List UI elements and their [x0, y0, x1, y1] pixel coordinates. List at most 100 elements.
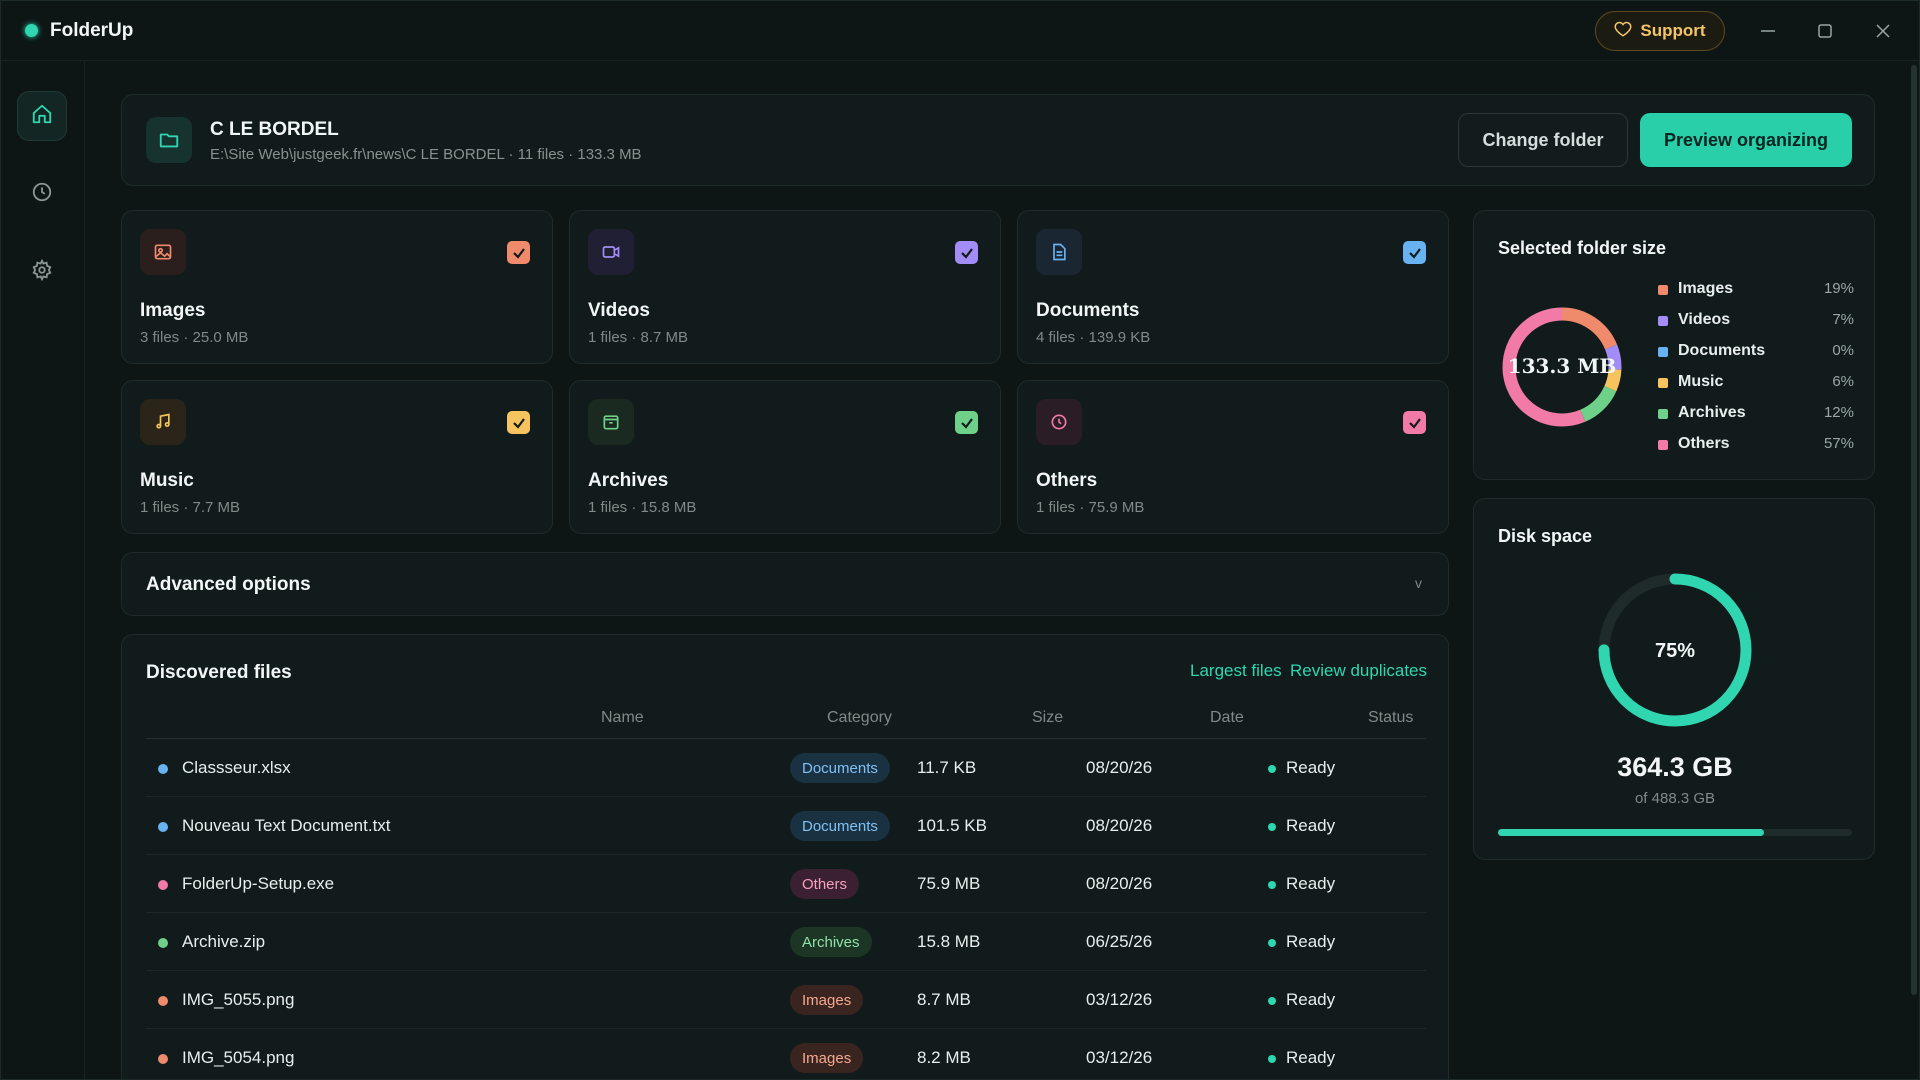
minimize-button[interactable]	[1753, 16, 1783, 46]
status-dot	[1268, 1055, 1276, 1063]
legend-item-documents: Documents 0%	[1658, 341, 1854, 363]
app-logo-dot	[25, 24, 38, 37]
sidebar-item-history[interactable]	[17, 169, 67, 219]
category-badge: Others	[790, 869, 860, 899]
file-name: Classseur.xlsx	[182, 758, 291, 777]
legend-name: Videos	[1678, 311, 1731, 328]
largest-files-link[interactable]: Largest files	[1190, 661, 1282, 680]
review-duplicates-link[interactable]: Review duplicates	[1290, 661, 1428, 680]
scrollbar[interactable]	[1911, 65, 1917, 995]
category-card-images[interactable]: Images 3 files · 25.0 MB	[121, 210, 553, 364]
legend-item-images: Images 19%	[1658, 279, 1854, 301]
archive-icon	[588, 399, 634, 445]
advanced-options-toggle[interactable]: Advanced options v	[121, 552, 1449, 616]
table-header-divider	[146, 738, 1426, 739]
column-header-date[interactable]: Date	[1210, 709, 1244, 726]
advanced-options-label: Advanced options	[146, 574, 311, 595]
disk-percent-label: 75%	[1655, 640, 1695, 662]
category-badge: Images	[790, 1043, 864, 1073]
chevron-down-icon: v	[1415, 575, 1422, 591]
table-row[interactable]: Classseur.xlsx Documents 11.7 KB 08/20/2…	[146, 739, 1426, 797]
category-title: Archives	[588, 470, 669, 491]
category-checkbox-documents[interactable]	[1403, 241, 1426, 264]
sidebar	[1, 61, 85, 1079]
category-card-documents[interactable]: Documents 4 files · 139.9 KB	[1017, 210, 1449, 364]
status-dot	[1268, 881, 1276, 889]
legend-item-music: Music 6%	[1658, 372, 1854, 394]
file-status: Ready	[1286, 1048, 1336, 1067]
folder-icon	[146, 117, 192, 163]
table-row[interactable]: FolderUp-Setup.exe Others 75.9 MB 08/20/…	[146, 855, 1426, 913]
disk-usage-gauge: 75%	[1598, 573, 1752, 727]
file-name: Archive.zip	[182, 932, 266, 951]
preview-organizing-button[interactable]: Preview organizing	[1640, 113, 1852, 167]
sidebar-item-settings[interactable]	[17, 247, 67, 297]
legend-name: Music	[1678, 373, 1724, 390]
category-card-music[interactable]: Music 1 files · 7.7 MB	[121, 380, 553, 534]
file-name: FolderUp-Setup.exe	[182, 874, 335, 893]
clock-icon	[31, 181, 53, 208]
table-row[interactable]: Archive.zip Archives 15.8 MB 06/25/26 Re…	[146, 913, 1426, 971]
table-row[interactable]: Nouveau Text Document.txt Documents 101.…	[146, 797, 1426, 855]
table-row[interactable]: IMG_5054.png Images 8.2 MB 03/12/26 Read…	[146, 1029, 1426, 1079]
file-name: Nouveau Text Document.txt	[182, 816, 391, 835]
category-meta: 1 files · 75.9 MB	[1036, 499, 1145, 516]
disk-total: of 488.3 GB	[1634, 790, 1716, 807]
change-folder-button[interactable]: Change folder	[1458, 113, 1628, 167]
category-card-archives[interactable]: Archives 1 files · 15.8 MB	[569, 380, 1001, 534]
file-type-dot	[158, 996, 168, 1006]
file-type-dot	[158, 822, 168, 832]
category-checkbox-archives[interactable]	[955, 411, 978, 434]
category-checkbox-others[interactable]	[1403, 411, 1426, 434]
legend-swatch	[1658, 409, 1668, 419]
category-checkbox-music[interactable]	[507, 411, 530, 434]
column-header-name[interactable]: Name	[601, 709, 644, 726]
column-header-status[interactable]: Status	[1368, 709, 1414, 726]
disk-usage-bar-fill	[1498, 829, 1764, 836]
category-meta: 1 files · 7.7 MB	[140, 499, 241, 516]
legend-percent: 6%	[1832, 373, 1854, 390]
category-title: Others	[1036, 470, 1098, 491]
discovered-files-title: Discovered files	[146, 662, 292, 683]
category-card-videos[interactable]: Videos 1 files · 8.7 MB	[569, 210, 1001, 364]
column-header-size[interactable]: Size	[1032, 709, 1064, 726]
category-card-others[interactable]: Others 1 files · 75.9 MB	[1017, 380, 1449, 534]
sidebar-item-home[interactable]	[17, 91, 67, 141]
status-dot	[1268, 823, 1276, 831]
folder-size-title: Selected folder size	[1498, 238, 1667, 258]
file-status: Ready	[1286, 874, 1336, 893]
gear-icon	[31, 258, 53, 286]
app-title: FolderUp	[50, 19, 134, 41]
file-status: Ready	[1286, 932, 1336, 951]
close-button[interactable]	[1868, 16, 1898, 46]
category-checkbox-videos[interactable]	[955, 241, 978, 264]
category-badge: Documents	[790, 811, 890, 841]
legend-name: Images	[1678, 280, 1734, 297]
file-status: Ready	[1286, 758, 1336, 777]
legend-name: Documents	[1678, 342, 1766, 359]
file-date: 08/20/26	[1086, 758, 1153, 777]
file-status: Ready	[1286, 990, 1336, 1009]
support-button[interactable]: Support	[1595, 11, 1725, 51]
disk-usage-bar	[1498, 829, 1852, 836]
legend-swatch	[1658, 440, 1668, 450]
file-name: IMG_5054.png	[182, 1048, 295, 1067]
category-badge: Images	[790, 985, 864, 1015]
file-type-dot	[158, 880, 168, 890]
category-checkbox-images[interactable]	[507, 241, 530, 264]
column-header-category[interactable]: Category	[827, 709, 892, 726]
donut-slice-others	[1502, 307, 1622, 427]
folder-size-donut: 133.3 MB	[1502, 307, 1622, 427]
legend-percent: 0%	[1832, 342, 1854, 359]
file-type-dot	[158, 764, 168, 774]
home-icon	[31, 103, 53, 130]
file-size: 8.7 MB	[917, 990, 971, 1009]
status-dot	[1268, 765, 1276, 773]
file-type-dot	[158, 938, 168, 948]
maximize-button[interactable]	[1810, 16, 1840, 46]
category-title: Music	[140, 470, 194, 491]
category-meta: 1 files · 8.7 MB	[588, 329, 689, 346]
legend-percent: 7%	[1832, 311, 1854, 328]
table-row[interactable]: IMG_5055.png Images 8.7 MB 03/12/26 Read…	[146, 971, 1426, 1029]
